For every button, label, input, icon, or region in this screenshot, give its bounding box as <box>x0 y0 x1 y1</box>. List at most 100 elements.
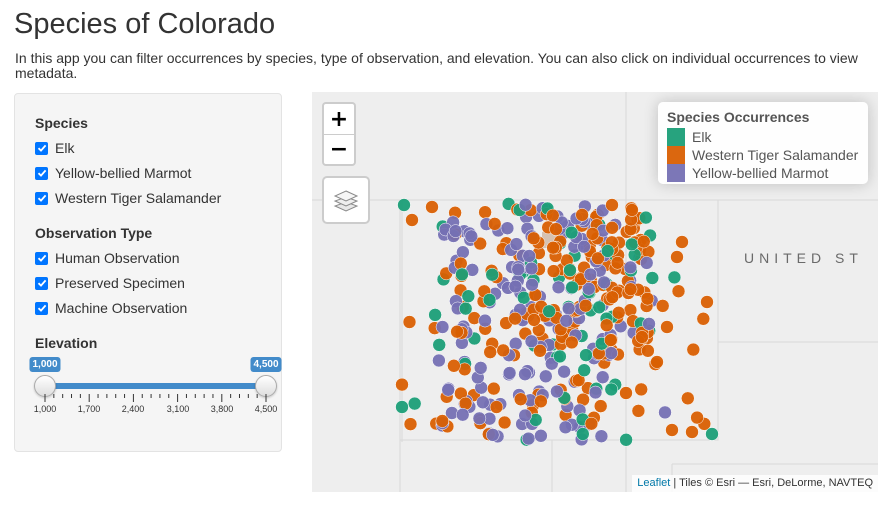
occurrence-marker[interactable] <box>686 342 701 357</box>
occurrence-marker[interactable] <box>500 221 515 235</box>
occurrence-marker[interactable] <box>594 429 609 443</box>
occurrence-marker[interactable] <box>639 256 654 270</box>
occurrence-marker[interactable] <box>435 414 450 428</box>
occurrence-marker[interactable] <box>641 344 655 358</box>
occurrence-marker[interactable] <box>670 250 684 264</box>
occurrence-marker[interactable] <box>604 382 619 397</box>
occurrence-marker[interactable] <box>660 320 674 334</box>
checkbox-icon[interactable] <box>35 251 48 265</box>
occurrence-marker[interactable] <box>472 411 487 426</box>
occurrence-marker[interactable] <box>592 300 606 315</box>
occurrence-marker[interactable] <box>563 263 577 277</box>
checkbox-icon[interactable] <box>35 141 48 155</box>
occurrence-marker[interactable] <box>432 353 446 368</box>
checkbox-icon[interactable] <box>35 301 48 315</box>
occurrence-marker[interactable] <box>631 404 646 418</box>
occurrence-marker[interactable] <box>600 244 615 258</box>
occurrence-marker[interactable] <box>593 399 608 413</box>
occurrence-marker[interactable] <box>403 417 418 431</box>
occurrence-marker[interactable] <box>565 280 579 295</box>
observation-option-human[interactable]: Human Observation <box>35 249 180 267</box>
occurrence-marker[interactable] <box>395 377 409 392</box>
occurrence-marker[interactable] <box>564 225 579 240</box>
occurrence-marker[interactable] <box>534 394 548 409</box>
occurrence-marker[interactable] <box>487 217 502 231</box>
occurrence-marker[interactable] <box>448 224 463 238</box>
map-canvas[interactable] <box>312 92 878 492</box>
occurrence-marker[interactable] <box>605 290 620 304</box>
map-view[interactable]: + − UNITED ST Species Occurrences Elk We… <box>312 92 878 492</box>
occurrence-marker[interactable] <box>518 408 532 423</box>
occurrence-marker[interactable] <box>524 261 539 276</box>
occurrence-marker[interactable] <box>496 343 510 358</box>
occurrence-marker[interactable] <box>690 410 704 425</box>
elevation-slider[interactable]: 1,000 4,500 1,000 1,700 2,400 3,100 3,80… <box>29 356 282 416</box>
occurrence-marker[interactable] <box>497 415 512 430</box>
occurrence-marker[interactable] <box>450 324 464 339</box>
occurrence-marker[interactable] <box>527 313 541 327</box>
occurrence-marker[interactable] <box>623 260 638 275</box>
occurrence-marker[interactable] <box>634 382 648 397</box>
occurrence-marker[interactable] <box>425 200 439 214</box>
occurrence-marker[interactable] <box>576 427 590 441</box>
occurrence-marker[interactable] <box>447 359 461 373</box>
occurrence-marker[interactable] <box>524 334 539 349</box>
occurrence-marker[interactable] <box>575 208 589 222</box>
occurrence-marker[interactable] <box>685 425 699 439</box>
occurrence-marker[interactable] <box>464 229 479 244</box>
occurrence-marker[interactable] <box>508 279 523 294</box>
occurrence-marker[interactable] <box>455 407 470 422</box>
occurrence-marker[interactable] <box>625 203 639 217</box>
occurrence-marker[interactable] <box>487 381 501 396</box>
occurrence-marker[interactable] <box>551 280 566 295</box>
occurrence-marker[interactable] <box>583 267 598 282</box>
occurrence-marker[interactable] <box>395 400 409 414</box>
occurrence-marker[interactable] <box>546 208 560 223</box>
occurrence-marker[interactable] <box>605 198 619 212</box>
occurrence-marker[interactable] <box>522 249 536 263</box>
zoom-out-button[interactable]: − <box>324 134 354 164</box>
occurrence-marker[interactable] <box>665 423 679 437</box>
occurrence-marker[interactable] <box>700 295 714 309</box>
occurrence-marker[interactable] <box>637 234 651 249</box>
occurrence-marker[interactable] <box>508 311 522 326</box>
occurrence-marker[interactable] <box>611 306 626 320</box>
occurrence-marker[interactable] <box>508 336 523 351</box>
checkbox-icon[interactable] <box>35 191 48 205</box>
layers-button[interactable] <box>322 176 370 224</box>
occurrence-marker[interactable] <box>525 277 539 292</box>
occurrence-marker[interactable] <box>604 333 618 347</box>
occurrence-marker[interactable] <box>675 235 689 249</box>
occurrence-marker[interactable] <box>483 345 497 359</box>
occurrence-marker[interactable] <box>473 236 487 251</box>
occurrence-marker[interactable] <box>585 227 600 241</box>
occurrence-marker[interactable] <box>518 367 532 381</box>
occurrence-marker[interactable] <box>582 282 596 296</box>
occurrence-marker[interactable] <box>526 231 541 246</box>
occurrence-marker[interactable] <box>588 385 603 400</box>
species-option-marmot[interactable]: Yellow-bellied Marmot <box>35 164 191 182</box>
occurrence-marker[interactable] <box>513 392 528 406</box>
leaflet-link[interactable]: Leaflet <box>637 477 671 489</box>
occurrence-marker[interactable] <box>577 239 591 254</box>
occurrence-marker[interactable] <box>502 366 517 380</box>
occurrence-marker[interactable] <box>478 205 492 219</box>
species-option-salamander[interactable]: Western Tiger Salamander <box>35 189 221 207</box>
occurrence-marker[interactable] <box>625 237 639 252</box>
occurrence-marker[interactable] <box>605 221 619 235</box>
occurrence-marker[interactable] <box>485 267 499 282</box>
occurrence-marker[interactable] <box>696 312 711 326</box>
occurrence-marker[interactable] <box>681 391 695 406</box>
occurrence-marker[interactable] <box>521 431 536 446</box>
occurrence-marker[interactable] <box>549 222 563 236</box>
occurrence-marker[interactable] <box>650 355 664 369</box>
occurrence-marker[interactable] <box>435 320 450 334</box>
occurrence-marker[interactable] <box>534 429 548 443</box>
occurrence-marker[interactable] <box>584 416 599 431</box>
occurrence-marker[interactable] <box>604 346 618 360</box>
occurrence-marker[interactable] <box>645 271 660 285</box>
occurrence-marker[interactable] <box>455 267 469 282</box>
occurrence-marker[interactable] <box>619 386 633 400</box>
occurrence-marker[interactable] <box>458 396 473 411</box>
occurrence-marker[interactable] <box>671 284 686 298</box>
